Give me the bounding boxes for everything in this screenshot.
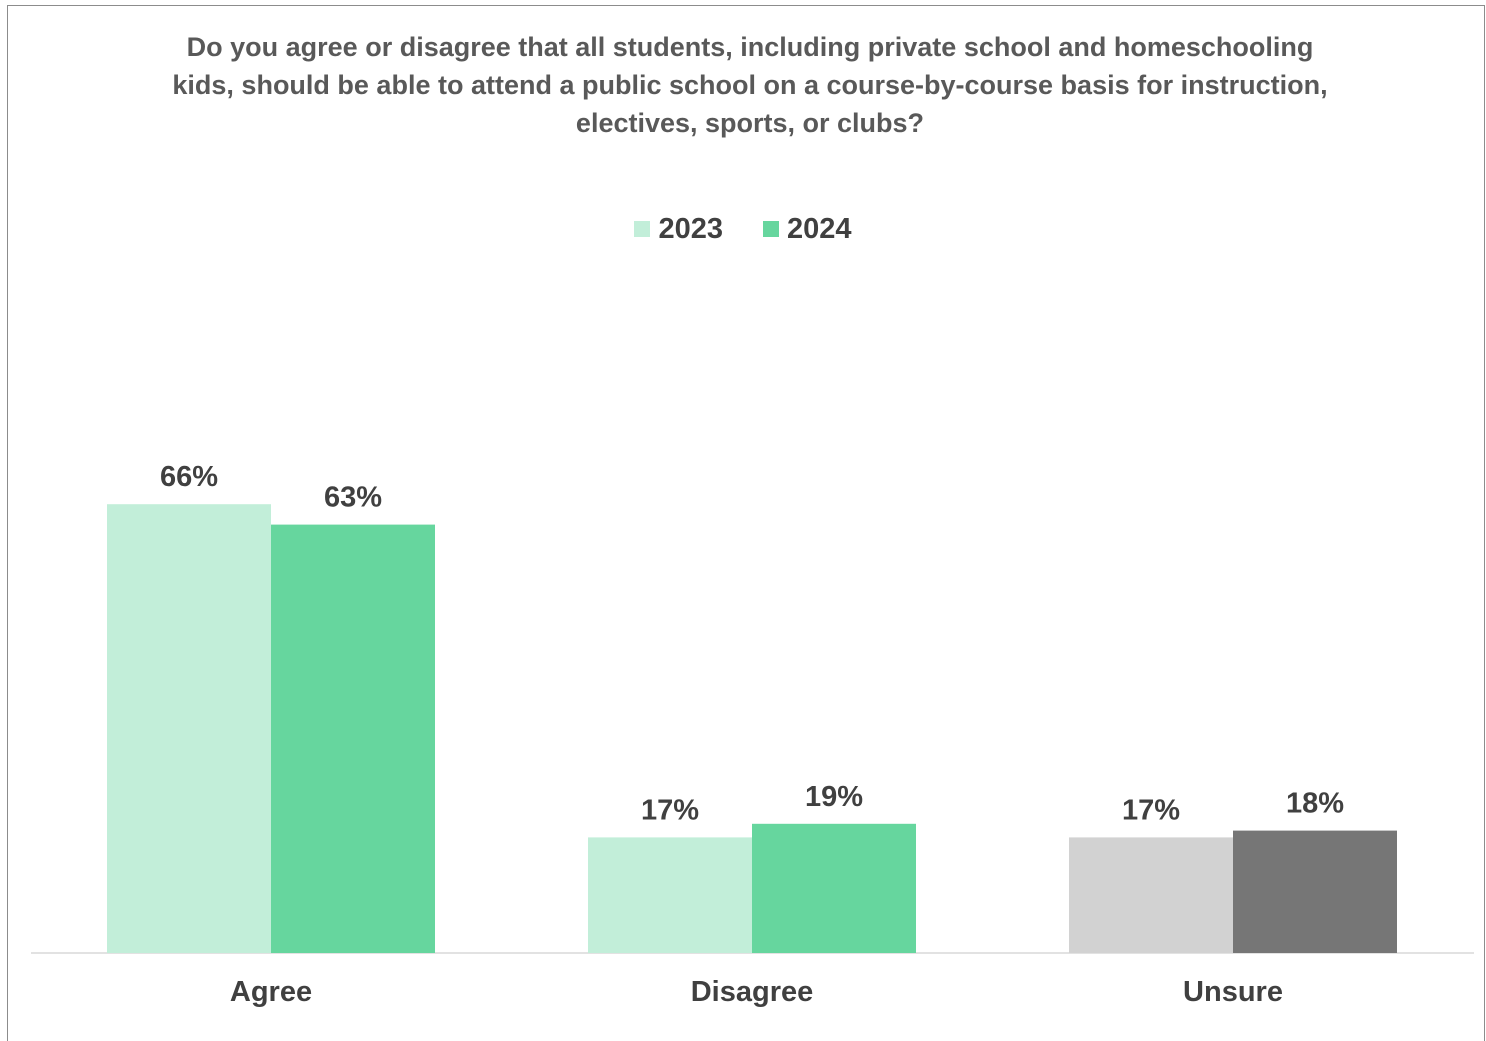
chart-title-line-2: kids, should be able to attend a public … [172, 70, 1328, 100]
category-label-disagree: Disagree [691, 976, 814, 1008]
chart-title-line-3: electives, sports, or clubs? [575, 108, 925, 138]
legend-swatch-2024 [763, 221, 780, 237]
chart-title: Do you agree or disagree that all studen… [60, 28, 1440, 142]
data-label-agree-2024: 63% [324, 482, 382, 514]
chart-frame [7, 5, 1485, 1041]
data-label-disagree-2024: 19% [805, 781, 863, 813]
category-label-unsure: Unsure [1183, 976, 1283, 1008]
bar-agree-2023 [107, 504, 271, 953]
legend-item-2024: 2024 [763, 213, 852, 246]
legend-label-2024: 2024 [787, 212, 852, 245]
bar-disagree-2024 [752, 823, 916, 953]
bar-unsure-2023 [1069, 837, 1233, 953]
legend-label-2023: 2023 [658, 212, 723, 245]
chart-title-line-1: Do you agree or disagree that all studen… [186, 32, 1314, 62]
data-label-unsure-2024: 18% [1286, 788, 1344, 820]
category-label-agree: Agree [230, 976, 312, 1008]
chart-legend: 2023 2024 [0, 212, 1486, 246]
legend-swatch-2023 [634, 221, 651, 237]
bar-unsure-2024 [1233, 830, 1397, 953]
data-label-unsure-2023: 17% [1122, 794, 1180, 826]
data-label-disagree-2023: 17% [641, 794, 699, 826]
bar-agree-2024 [271, 524, 435, 953]
data-label-agree-2023: 66% [160, 461, 218, 493]
bar-disagree-2023 [588, 837, 752, 953]
legend-item-2023: 2023 [634, 213, 723, 246]
